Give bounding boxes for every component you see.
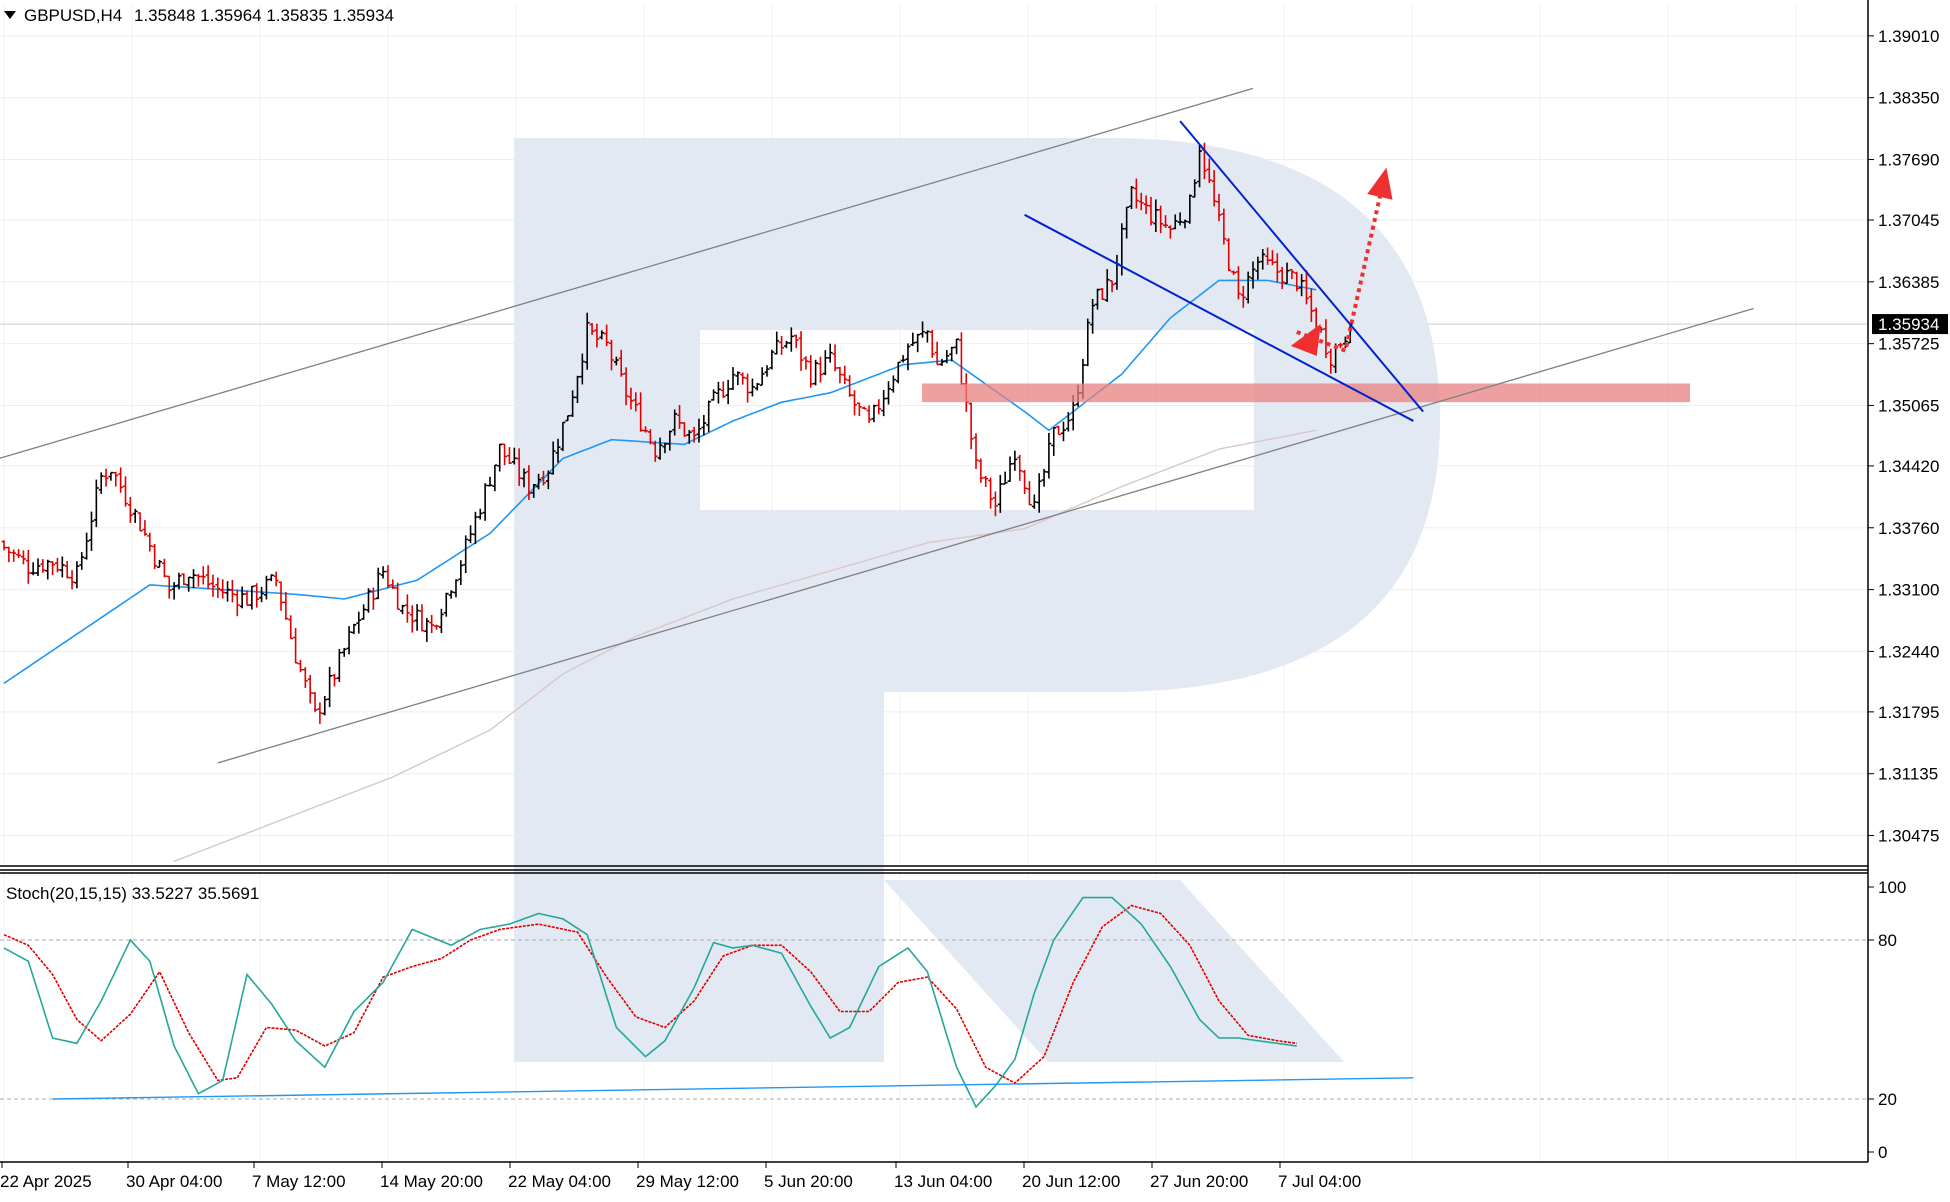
- time-tick-label: 29 May 12:00: [636, 1172, 739, 1191]
- stoch-tick-label: 0: [1878, 1143, 1887, 1162]
- price-tick-label: 1.35065: [1878, 396, 1939, 415]
- price-tick-label: 1.38350: [1878, 89, 1939, 108]
- wedge-lower-line[interactable]: [1024, 213, 1414, 422]
- time-tick-label: 27 Jun 20:00: [1150, 1172, 1248, 1191]
- stoch-header: Stoch(20,15,15) 33.5227 35.5691: [6, 884, 259, 903]
- forecast-arrow-head: [1367, 167, 1393, 200]
- broker-watermark-logo: [514, 138, 1440, 1062]
- stoch-signal-line: [3, 904, 1297, 1085]
- stoch-main-line: [3, 896, 1297, 1109]
- channel-lower-line[interactable]: [217, 307, 1754, 764]
- price-tick-label: 1.36385: [1878, 273, 1939, 292]
- stoch-tick-label: 100: [1878, 878, 1906, 897]
- svg-text:1.35934: 1.35934: [1878, 315, 1939, 334]
- pane-frames: [0, 0, 1869, 1163]
- current-price-label: 1.35934: [1872, 314, 1948, 335]
- stoch-levels: [0, 939, 1868, 1100]
- stoch-tick-label: 20: [1878, 1090, 1897, 1109]
- price-tick-label: 1.37690: [1878, 151, 1939, 170]
- wedge-upper-line[interactable]: [1179, 120, 1424, 413]
- price-tick-label: 1.33100: [1878, 581, 1939, 600]
- stoch-trendline[interactable]: [52, 1077, 1414, 1100]
- time-tick-label: 7 May 12:00: [252, 1172, 346, 1191]
- price-axis: 1.39010 1.38350 1.37690 1.37045 1.36385 1.357…: [1868, 27, 1939, 846]
- price-tick-label: 1.32440: [1878, 642, 1939, 661]
- time-tick-label: 30 Apr 04:00: [126, 1172, 222, 1191]
- symbol-label: GBPUSD,H4: [24, 6, 122, 25]
- price-tick-label: 1.37045: [1878, 211, 1939, 230]
- price-tick-label: 1.30475: [1878, 827, 1939, 846]
- channel-upper-line[interactable]: [0, 87, 1254, 459]
- price-tick-label: 1.31795: [1878, 703, 1939, 722]
- price-tick-label: 1.35725: [1878, 335, 1939, 354]
- price-tick-label: 1.39010: [1878, 27, 1939, 46]
- price-tick-label: 1.33760: [1878, 519, 1939, 538]
- forecast-arrow-head-small: [1290, 323, 1321, 356]
- time-tick-label: 22 May 04:00: [508, 1172, 611, 1191]
- ohlc-values: 1.35848 1.35964 1.35835 1.35934: [134, 6, 394, 25]
- chart-header: GBPUSD,H4 1.35848 1.35964 1.35835 1.3593…: [4, 6, 394, 25]
- slow-moving-average-line: [173, 429, 1317, 862]
- support-zone[interactable]: [922, 383, 1690, 403]
- time-tick-label: 14 May 20:00: [380, 1172, 483, 1191]
- stoch-tick-label: 80: [1878, 931, 1897, 950]
- price-tick-label: 1.31135: [1878, 765, 1938, 784]
- price-tick-label: 1.34420: [1878, 457, 1939, 476]
- time-axis: 22 Apr 2025 30 Apr 04:00 7 May 12:00 14 May…: [0, 1162, 1361, 1191]
- forecast-arrow[interactable]: [1290, 167, 1393, 356]
- candlesticks: [1, 142, 1353, 724]
- time-tick-label: 20 Jun 12:00: [1022, 1172, 1120, 1191]
- time-tick-label: 22 Apr 2025: [0, 1172, 92, 1191]
- dropdown-triangle-icon[interactable]: [4, 11, 16, 19]
- stoch-axis: 100 80 20 0: [1868, 878, 1906, 1162]
- time-tick-label: 13 Jun 04:00: [894, 1172, 992, 1191]
- time-tick-label: 7 Jul 04:00: [1278, 1172, 1361, 1191]
- time-tick-label: 5 Jun 20:00: [764, 1172, 853, 1191]
